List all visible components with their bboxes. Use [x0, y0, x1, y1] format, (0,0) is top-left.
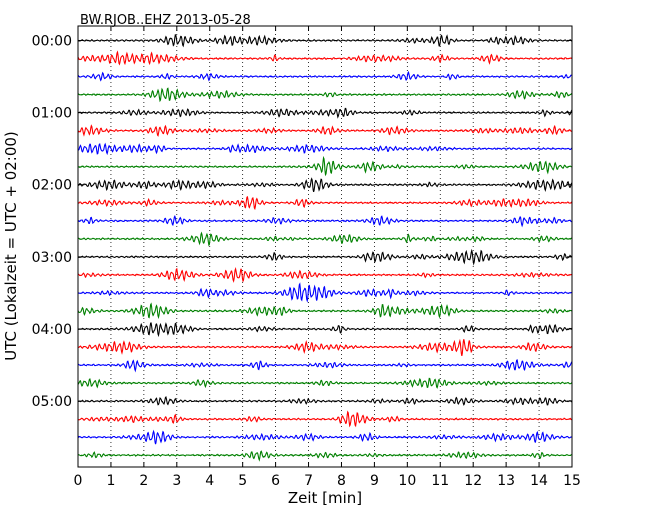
- y-tick-label: 05:00: [32, 394, 72, 410]
- x-tick-label: 2: [139, 473, 148, 489]
- x-tick-label: 11: [431, 473, 449, 489]
- x-tick-label: 15: [563, 473, 581, 489]
- seismic-trace: [77, 70, 573, 82]
- grid-lines: [110, 26, 540, 467]
- x-tick-label: 8: [337, 473, 346, 489]
- x-tick-label: 6: [271, 473, 280, 489]
- seismic-trace: [77, 338, 573, 357]
- seismic-trace: [77, 107, 573, 119]
- y-tick-label: 03:00: [32, 250, 72, 266]
- y-tick-label: 02:00: [32, 178, 72, 194]
- seismic-traces: [77, 33, 573, 462]
- x-tick-label: 13: [497, 473, 515, 489]
- y-axis-ticks: 00:00 01:00 02:00 03:00 04:00 05:00: [32, 34, 572, 410]
- seismic-trace: [77, 87, 573, 103]
- x-tick-label: 12: [464, 473, 482, 489]
- seismic-trace: [77, 267, 573, 283]
- x-tick-label: 9: [370, 473, 379, 489]
- x-axis-label: Zeit [min]: [288, 489, 362, 507]
- seismic-trace: [77, 282, 573, 303]
- chart-title: BW.RJOB..EHZ 2013-05-28: [80, 13, 251, 28]
- x-axis-ticks: 0 1 2 3 4 5 6 7 8 9 10 11 12 13 14 15: [74, 26, 581, 489]
- x-tick-label: 10: [398, 473, 416, 489]
- seismic-trace: [77, 231, 573, 247]
- seismic-trace: [77, 177, 573, 193]
- y-tick-label: 01:00: [32, 106, 72, 122]
- y-tick-label: 00:00: [32, 34, 72, 50]
- seismic-trace: [77, 377, 573, 389]
- seismic-trace: [77, 142, 573, 156]
- x-tick-label: 5: [238, 473, 247, 489]
- seismic-trace: [77, 248, 573, 266]
- seismic-trace: [77, 124, 573, 137]
- seismic-trace: [77, 195, 573, 211]
- x-tick-label: 0: [74, 473, 83, 489]
- seismic-trace: [77, 214, 573, 228]
- seismic-trace: [77, 155, 573, 177]
- seismic-trace: [77, 450, 573, 462]
- seismic-trace: [77, 302, 573, 320]
- x-tick-label: 3: [172, 473, 181, 489]
- seismic-trace: [77, 322, 573, 338]
- seismic-trace: [77, 410, 573, 428]
- x-tick-label: 4: [205, 473, 214, 489]
- seismic-trace: [77, 50, 573, 66]
- seismic-trace: [77, 395, 573, 406]
- x-tick-label: 7: [304, 473, 313, 489]
- seismic-trace: [77, 33, 573, 48]
- seismic-trace: [77, 429, 573, 445]
- x-tick-label: 1: [106, 473, 115, 489]
- seismic-trace: [77, 359, 573, 373]
- y-axis-label: UTC (Lokalzeit = UTC + 02:00): [2, 131, 20, 361]
- plot-frame: [77, 25, 573, 468]
- x-tick-label: 14: [530, 473, 548, 489]
- y-tick-label: 04:00: [32, 322, 72, 338]
